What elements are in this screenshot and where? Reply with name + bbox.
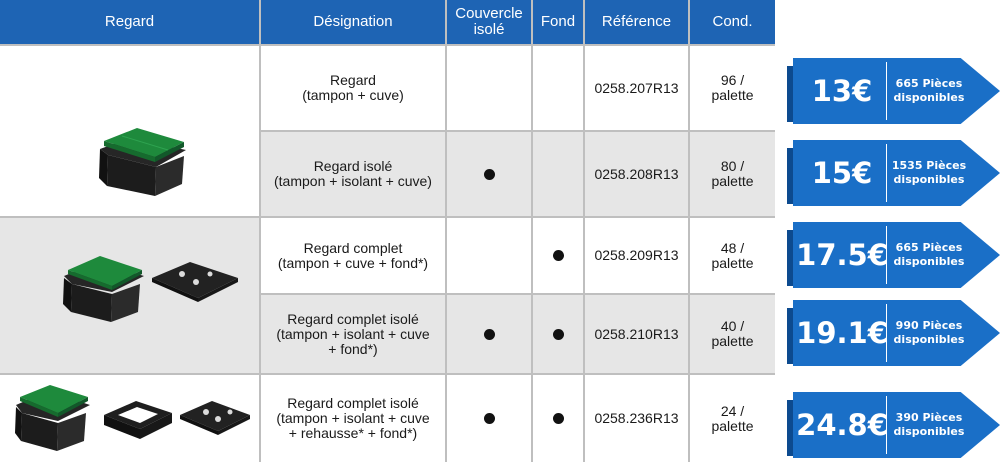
stock-label: 390 Pièces disponibles xyxy=(893,411,965,438)
cond-cell: 48 / palette xyxy=(690,218,775,293)
header-regard: Regard xyxy=(0,0,259,44)
cond-cell: 96 / palette xyxy=(690,46,775,130)
header-reference: Référence xyxy=(585,0,688,44)
fond-cell xyxy=(533,132,583,216)
reference-cell: 0258.236R13 xyxy=(585,375,688,462)
reference-cell: 0258.208R13 xyxy=(585,132,688,216)
bullet-icon xyxy=(552,250,564,261)
fond-cell xyxy=(533,295,583,373)
stock-label: 1535 Pièces disponibles xyxy=(891,159,967,186)
price-label: 15€ xyxy=(811,156,873,190)
regard-image-cell-2 xyxy=(0,218,259,373)
price-label: 19.1€ xyxy=(796,316,888,350)
base-plate-image xyxy=(180,401,250,435)
reference-cell: 0258.209R13 xyxy=(585,218,688,293)
header-fond: Fond xyxy=(533,0,583,44)
price-banner[interactable]: 17.5€ 665 Pièces disponibles xyxy=(787,222,1000,288)
price-label: 24.8€ xyxy=(796,408,888,442)
couvercle-cell xyxy=(447,46,531,130)
stock-label: 665 Pièces disponibles xyxy=(893,77,965,104)
regard-box-with-base-image xyxy=(63,256,238,322)
regard-box-image xyxy=(99,128,186,196)
price-banner[interactable]: 13€ 665 Pièces disponibles xyxy=(787,58,1000,124)
cond-cell: 24 / palette xyxy=(690,375,775,462)
designation-cell: Regard (tampon + cuve) xyxy=(261,46,445,130)
price-banner[interactable]: 15€ 1535 Pièces disponibles xyxy=(787,140,1000,206)
header-couvercle-isole: Couvercle isolé xyxy=(447,0,531,44)
price-label: 13€ xyxy=(811,74,873,108)
bullet-icon xyxy=(552,328,564,340)
fond-cell xyxy=(533,218,583,293)
price-label: 17.5€ xyxy=(796,238,888,272)
couvercle-cell xyxy=(447,295,531,373)
price-banner[interactable]: 24.8€ 390 Pièces disponibles xyxy=(787,392,1000,458)
cond-cell: 40 / palette xyxy=(690,295,775,373)
couvercle-cell xyxy=(447,218,531,293)
extension-ring-image xyxy=(104,401,172,439)
reference-cell: 0258.207R13 xyxy=(585,46,688,130)
couvercle-cell xyxy=(447,375,531,462)
designation-cell: Regard complet isolé (tampon + isolant +… xyxy=(261,295,445,373)
couvercle-cell xyxy=(447,132,531,216)
price-banner[interactable]: 19.1€ 990 Pièces disponibles xyxy=(787,300,1000,366)
designation-cell: Regard complet (tampon + cuve + fond*) xyxy=(261,218,445,293)
header-cond: Cond. xyxy=(690,0,775,44)
fond-cell xyxy=(533,46,583,130)
designation-cell: Regard isolé (tampon + isolant + cuve) xyxy=(261,132,445,216)
header-designation: Désignation xyxy=(261,0,445,44)
cond-cell: 80 / palette xyxy=(690,132,775,216)
regard-box-with-extension-image xyxy=(15,385,250,451)
bullet-icon xyxy=(483,168,495,180)
stock-label: 990 Pièces disponibles xyxy=(893,319,965,346)
stock-label: 665 Pièces disponibles xyxy=(893,241,965,268)
regard-image-cell-3 xyxy=(0,375,259,462)
bullet-icon xyxy=(483,413,495,424)
bullet-icon xyxy=(483,328,495,340)
base-plate-image xyxy=(152,262,238,302)
bullet-icon xyxy=(552,413,564,424)
product-table: Regard Désignation Couvercle isolé Fond … xyxy=(0,0,775,462)
fond-cell xyxy=(533,375,583,462)
designation-cell: Regard complet isolé (tampon + isolant +… xyxy=(261,375,445,462)
reference-cell: 0258.210R13 xyxy=(585,295,688,373)
regard-image-cell-1 xyxy=(0,46,259,216)
